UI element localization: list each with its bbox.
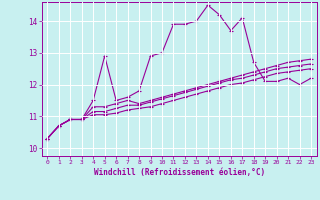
X-axis label: Windchill (Refroidissement éolien,°C): Windchill (Refroidissement éolien,°C) [94,168,265,177]
